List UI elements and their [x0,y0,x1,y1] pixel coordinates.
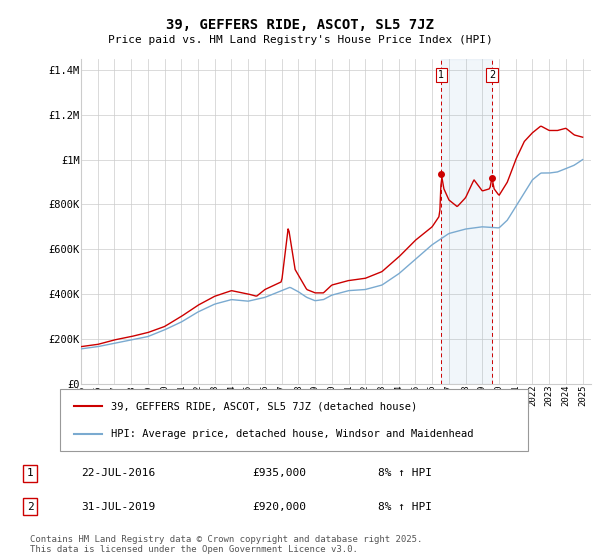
Text: 1: 1 [438,70,445,80]
Text: £920,000: £920,000 [252,502,306,512]
Text: HPI: Average price, detached house, Windsor and Maidenhead: HPI: Average price, detached house, Wind… [112,428,474,438]
Text: 2: 2 [489,70,495,80]
Text: Price paid vs. HM Land Registry's House Price Index (HPI): Price paid vs. HM Land Registry's House … [107,35,493,45]
Text: Contains HM Land Registry data © Crown copyright and database right 2025.
This d: Contains HM Land Registry data © Crown c… [30,535,422,554]
FancyBboxPatch shape [60,389,528,451]
Text: 8% ↑ HPI: 8% ↑ HPI [378,502,432,512]
Text: 39, GEFFERS RIDE, ASCOT, SL5 7JZ (detached house): 39, GEFFERS RIDE, ASCOT, SL5 7JZ (detach… [112,402,418,412]
Text: 8% ↑ HPI: 8% ↑ HPI [378,468,432,478]
Text: 39, GEFFERS RIDE, ASCOT, SL5 7JZ: 39, GEFFERS RIDE, ASCOT, SL5 7JZ [166,18,434,32]
Text: 31-JUL-2019: 31-JUL-2019 [81,502,155,512]
Bar [442,59,492,384]
Text: 1: 1 [26,468,34,478]
Text: 22-JUL-2016: 22-JUL-2016 [81,468,155,478]
Text: £935,000: £935,000 [252,468,306,478]
Text: 2: 2 [26,502,34,512]
